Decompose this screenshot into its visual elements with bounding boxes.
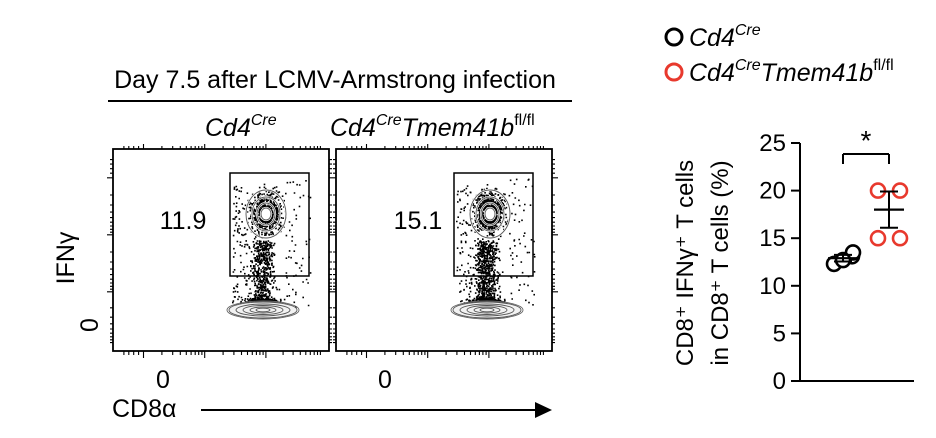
y-tick-label: 25 (759, 130, 786, 157)
legend-label-knockout: Cd4CreTmem41bfl/fl (689, 57, 894, 87)
x-zero-label-1: 0 (156, 366, 170, 394)
group-label-knockout: Cd4CreTmem41bfl/fl (330, 112, 535, 142)
gate-box (229, 172, 310, 277)
significance-bracket: * (842, 125, 890, 164)
gate-percentage: 15.1 (394, 207, 443, 235)
scatter-chart: CD8⁺ IFNγ⁺ T cells in CD8⁺ T cells (%) 0… (672, 125, 914, 395)
chart-ylabel-line2: in CD8⁺ T cells (%) (707, 160, 734, 365)
x-axis-label-cd8a: CD8α (112, 395, 176, 423)
y-ticks: 0 5 10 15 20 25 (759, 130, 800, 395)
chart-ylabel-line1: CD8⁺ IFNγ⁺ T cells (672, 160, 699, 366)
legend-marker-cd4cre (664, 27, 684, 47)
y-axis-label-ifng: IFNγ (52, 231, 80, 284)
significance-star: * (861, 125, 872, 156)
plot-frame (335, 148, 553, 352)
x-axis-arrow-head (535, 402, 552, 418)
gate-percentage: 11.9 (160, 207, 207, 235)
y-tick-label: 10 (759, 273, 786, 300)
legend-marker-knockout (664, 62, 684, 82)
data-points (825, 182, 909, 273)
density-contours (450, 188, 524, 320)
legend-label-cd4cre: Cd4Cre (689, 22, 761, 52)
log-axis-ticks (107, 144, 558, 358)
figure-header: Day 7.5 after LCMV-Armstrong infection (114, 66, 556, 94)
x-zero-label-2: 0 (378, 366, 392, 394)
group-label-cd4cre: Cd4Cre (205, 112, 277, 142)
legend: Cd4Cre Cd4CreTmem41bfl/fl (664, 22, 894, 87)
y-tick-label: 15 (759, 225, 786, 252)
y-tick-label: 5 (773, 320, 786, 347)
flow-plot-knockout: 15.1 (335, 148, 553, 352)
y-tick-label: 0 (773, 368, 786, 395)
data-point (869, 229, 887, 247)
data-point (891, 229, 909, 247)
density-contours (226, 188, 300, 320)
flow-plot-cd4cre: 11.9 (112, 148, 330, 352)
plot-frame (112, 148, 330, 352)
y-zero-label: 0 (76, 318, 104, 332)
y-tick-label: 20 (759, 178, 786, 205)
